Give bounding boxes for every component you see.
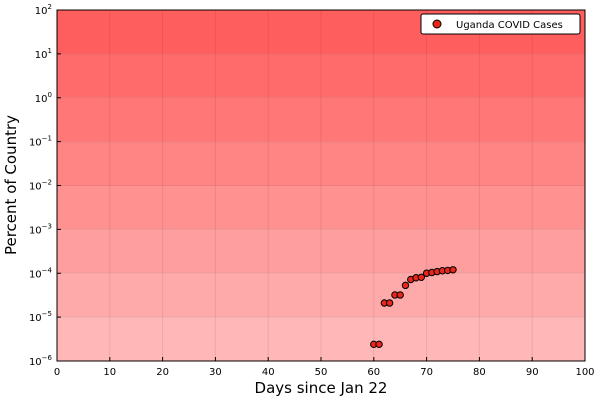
band-5: [57, 229, 585, 274]
data-point: [449, 266, 457, 274]
x-tick-label: 10: [103, 367, 116, 378]
band-7: [57, 317, 585, 361]
x-tick-label: 90: [526, 367, 539, 378]
data-point: [401, 281, 410, 290]
y-tick-label: 10−1: [29, 135, 52, 149]
y-tick-label: 10−3: [29, 222, 52, 236]
y-tick-label: 100: [35, 91, 52, 105]
legend: Uganda COVID Cases: [420, 13, 581, 35]
x-tick-label: 40: [262, 367, 275, 378]
legend-label: Uganda COVID Cases: [456, 20, 563, 31]
y-tick-label: 102: [35, 3, 52, 17]
legend-box: [420, 13, 581, 35]
x-tick-label: 20: [156, 367, 169, 378]
legend-marker: [432, 19, 442, 29]
x-tick-label: 0: [54, 367, 60, 378]
x-tick-label: 50: [315, 367, 328, 378]
x-axis-label: Days since Jan 22: [255, 379, 388, 397]
y-axis-ticks: 10−6 10−5 10−4 10−3 10−2 10−1 100 101 102: [29, 3, 61, 368]
y-tick-label: 10−6: [29, 354, 53, 368]
x-tick-label: 30: [209, 367, 222, 378]
x-axis-ticks: 0 10 20 30 40 50 60 70 80 90 100: [54, 357, 595, 378]
y-tick-label: 10−2: [29, 179, 52, 193]
band-3: [57, 141, 585, 186]
y-tick-label: 10−5: [29, 310, 52, 324]
background-bands: [57, 10, 585, 361]
x-tick-label: 100: [575, 367, 594, 378]
y-axis-label: Percent of Country: [2, 115, 20, 255]
x-tick-label: 60: [367, 367, 380, 378]
data-point: [396, 291, 404, 299]
data-point: [375, 340, 383, 349]
band-6: [57, 273, 585, 318]
y-tick-label: 101: [35, 47, 52, 61]
y-tick-label: 10−4: [29, 266, 53, 280]
x-tick-label: 80: [473, 367, 486, 378]
data-points: [370, 266, 457, 349]
band-2: [57, 97, 585, 142]
data-point: [417, 273, 426, 281]
x-tick-label: 70: [420, 367, 433, 378]
band-4: [57, 185, 585, 230]
data-point: [385, 299, 394, 307]
band-1: [57, 53, 585, 98]
